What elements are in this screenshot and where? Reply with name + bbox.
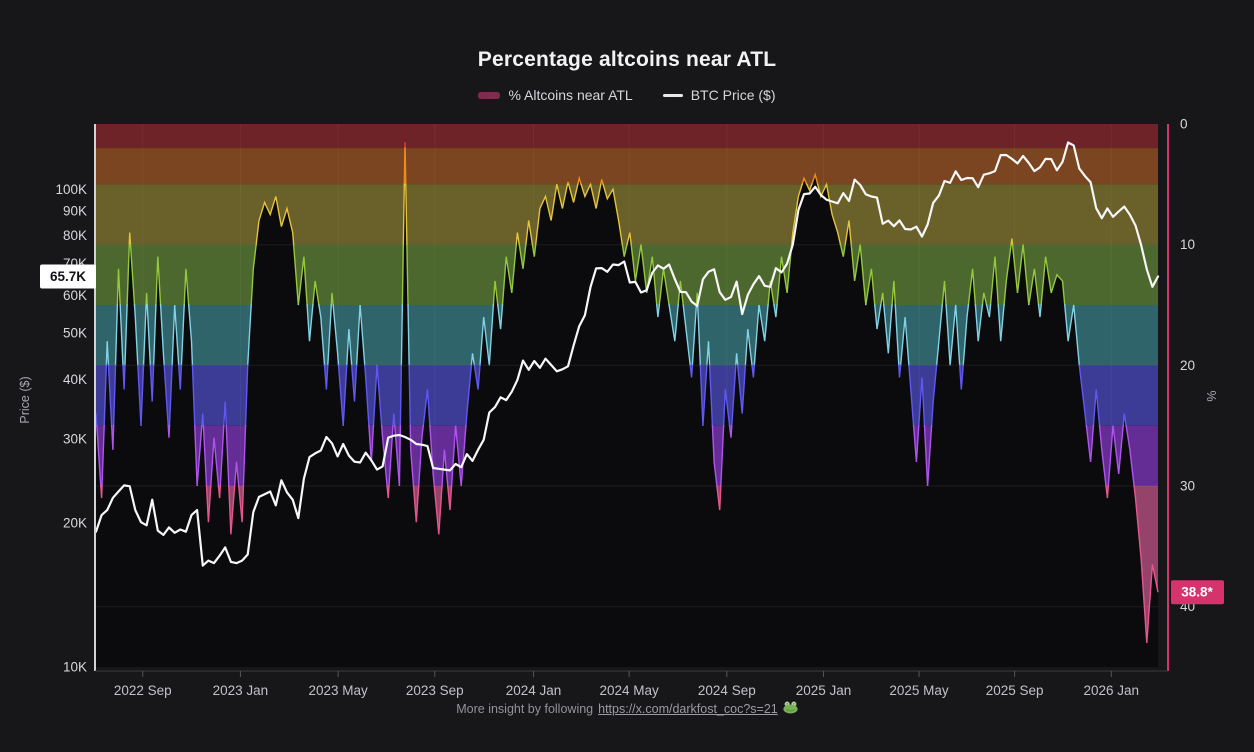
legend-label-btc: BTC Price ($) xyxy=(690,87,776,103)
altcoin-line-green xyxy=(116,243,1075,306)
footer-credit: More insight by following https://x.com/… xyxy=(0,701,1254,717)
left-axis-title: Price ($) xyxy=(18,376,32,423)
pct-band-red xyxy=(96,124,1158,149)
page-title: Percentage altcoins near ATL xyxy=(477,48,777,71)
price-tick-label: 100K xyxy=(55,182,87,197)
btc-price-line xyxy=(94,141,1160,567)
pct-tick-label: 30 xyxy=(1180,479,1195,494)
price-tick-label: 10K xyxy=(63,660,87,675)
current-pct-label: 38.8* xyxy=(1181,585,1213,600)
altcoin-line-teal xyxy=(105,304,1081,367)
legend-item-altcoins: % Altcoins near ATL xyxy=(478,87,633,103)
footer-link[interactable]: https://x.com/darkfost_coc?s=21 xyxy=(598,702,778,716)
price-tick-label: 40K xyxy=(63,372,87,387)
legend-label-altcoins: % Altcoins near ATL xyxy=(508,87,633,103)
pct-tick-label: 10 xyxy=(1180,237,1195,252)
x-tick-label: 2022 Sep xyxy=(114,683,172,698)
x-tick-label: 2024 Sep xyxy=(698,683,756,698)
current-price-label: 65.7K xyxy=(50,269,86,284)
x-tick-label: 2024 Jan xyxy=(506,683,562,698)
x-tick-label: 2023 May xyxy=(308,683,368,698)
pct-tick-label: 0 xyxy=(1180,117,1188,132)
altcoin-area-fill xyxy=(96,142,1158,668)
price-tick-label: 90K xyxy=(63,204,87,219)
btc-swatch-icon xyxy=(662,93,683,97)
pct-band-olive xyxy=(96,184,1158,245)
x-tick-label: 2025 Jan xyxy=(796,683,852,698)
pct-tick-label: 20 xyxy=(1180,358,1195,373)
legend-item-btc: BTC Price ($) xyxy=(662,87,776,103)
x-tick-label: 2024 May xyxy=(599,683,659,698)
x-tick-label: 2023 Jan xyxy=(213,683,269,698)
frog-emoji-icon xyxy=(783,701,798,717)
price-tick-label: 30K xyxy=(63,432,87,447)
x-tick-label: 2026 Jan xyxy=(1083,683,1139,698)
price-tick-label: 50K xyxy=(63,326,87,341)
x-tick-label: 2025 May xyxy=(889,683,949,698)
pct-band-orange xyxy=(96,148,1158,185)
current-price-badge xyxy=(40,264,96,289)
price-tick-label: 60K xyxy=(63,288,87,303)
footer-text: More insight by following xyxy=(456,702,594,716)
altcoins-swatch-icon xyxy=(478,91,501,99)
price-tick-label: 20K xyxy=(63,516,87,531)
price-tick-label: 80K xyxy=(63,228,87,243)
current-pct-badge xyxy=(1171,580,1224,605)
right-axis-title: % xyxy=(1205,390,1219,401)
chart-legend: % Altcoins near ATL BTC Price ($) xyxy=(0,87,1254,103)
x-tick-label: 2023 Sep xyxy=(406,683,464,698)
x-tick-label: 2025 Sep xyxy=(986,683,1044,698)
